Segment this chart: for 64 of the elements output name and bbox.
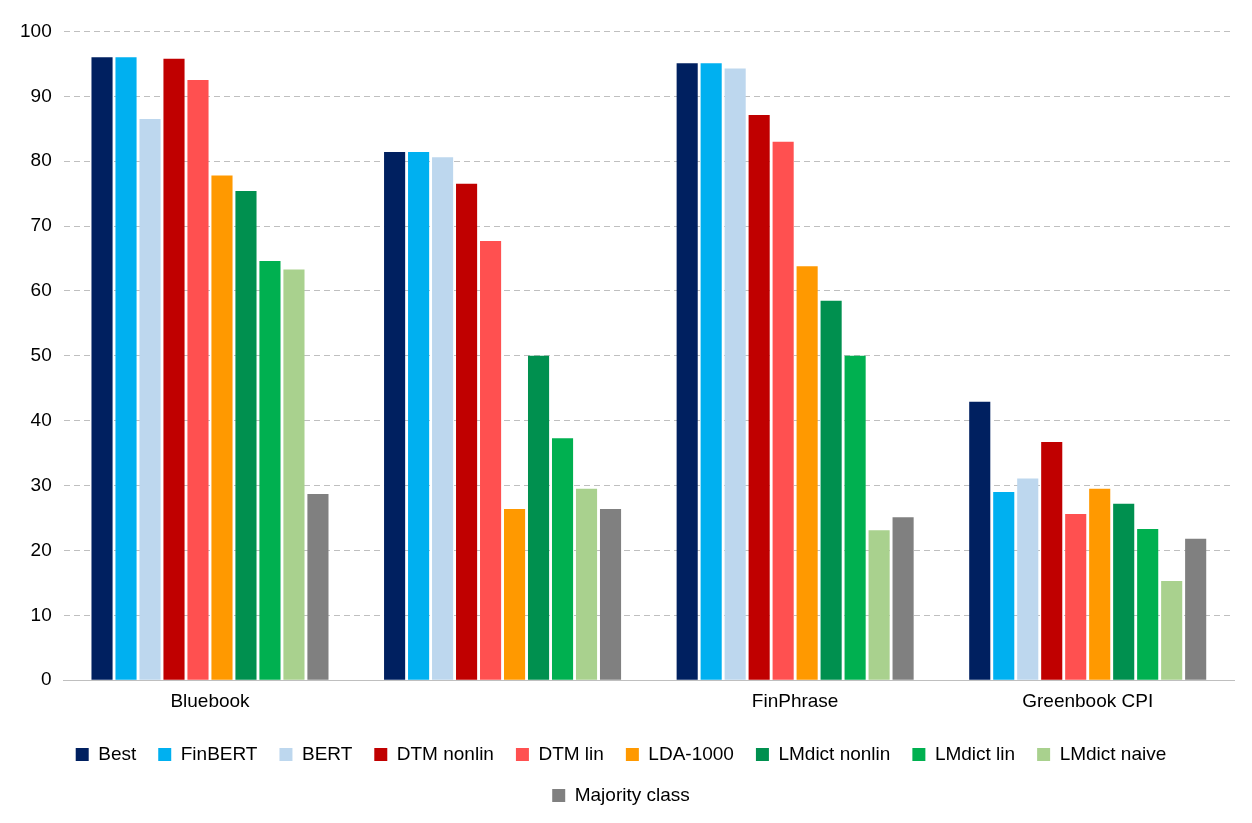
bar bbox=[868, 530, 890, 680]
x-tick-label: Bluebook bbox=[170, 689, 251, 711]
bar bbox=[139, 118, 161, 680]
bar bbox=[969, 401, 991, 680]
y-tick-label: 90 bbox=[30, 84, 52, 106]
legend-label: LDA-1000 bbox=[648, 742, 734, 764]
bar bbox=[456, 183, 478, 680]
x-tick-label: Greenbook CPI bbox=[1022, 689, 1154, 711]
bar bbox=[211, 175, 233, 680]
bar bbox=[432, 157, 454, 680]
bar bbox=[283, 269, 305, 680]
bar bbox=[1137, 529, 1159, 680]
legend-label: LMdict naive bbox=[1059, 742, 1167, 764]
bar bbox=[115, 57, 137, 680]
legend-label: LMdict lin bbox=[934, 742, 1016, 764]
legend-label: Best bbox=[98, 742, 137, 764]
bar bbox=[724, 68, 746, 680]
legend-label: LMdict nonlin bbox=[778, 742, 891, 764]
y-tick-label: 50 bbox=[30, 344, 52, 366]
bar bbox=[599, 508, 622, 680]
y-tick-label: 100 bbox=[20, 19, 52, 41]
bar bbox=[748, 115, 770, 680]
bar bbox=[1161, 580, 1183, 680]
bar bbox=[504, 508, 526, 680]
bar bbox=[480, 240, 502, 680]
bar bbox=[259, 261, 281, 680]
y-tick-label: 60 bbox=[30, 279, 52, 301]
x-tick-label: FinPhrase bbox=[751, 689, 839, 711]
bar bbox=[796, 266, 818, 680]
bar bbox=[700, 63, 722, 680]
bar bbox=[1113, 503, 1135, 680]
bar bbox=[187, 80, 209, 680]
bar bbox=[993, 492, 1015, 680]
y-tick-label: 20 bbox=[30, 538, 52, 560]
bar bbox=[1185, 538, 1207, 680]
y-tick-label: 40 bbox=[30, 408, 52, 430]
bar bbox=[1041, 442, 1063, 680]
legend-label: Majority class bbox=[574, 783, 690, 805]
bar bbox=[844, 355, 866, 680]
bar bbox=[384, 152, 406, 680]
legend-label: FinBERT bbox=[180, 742, 258, 764]
bar bbox=[91, 57, 113, 680]
y-tick-label: 30 bbox=[30, 473, 52, 495]
bar bbox=[527, 355, 550, 680]
bar bbox=[575, 488, 598, 680]
y-tick-label: 10 bbox=[30, 603, 52, 625]
bar bbox=[892, 517, 914, 680]
y-tick-label: 70 bbox=[30, 214, 52, 236]
bar bbox=[551, 438, 574, 680]
y-tick-label: 0 bbox=[41, 668, 52, 690]
bar bbox=[1089, 488, 1111, 680]
bar bbox=[307, 493, 329, 680]
legend-label: DTM nonlin bbox=[396, 742, 494, 764]
bar bbox=[1065, 514, 1087, 680]
bar bbox=[408, 152, 430, 680]
bar bbox=[235, 191, 257, 680]
legend-label: DTM lin bbox=[538, 742, 604, 764]
y-tick-label: 80 bbox=[30, 149, 52, 171]
bar bbox=[676, 63, 698, 680]
bar bbox=[772, 141, 794, 680]
bar bbox=[163, 58, 185, 680]
bar bbox=[820, 300, 842, 680]
legend-label: BERT bbox=[301, 742, 353, 764]
bar bbox=[1017, 478, 1039, 680]
